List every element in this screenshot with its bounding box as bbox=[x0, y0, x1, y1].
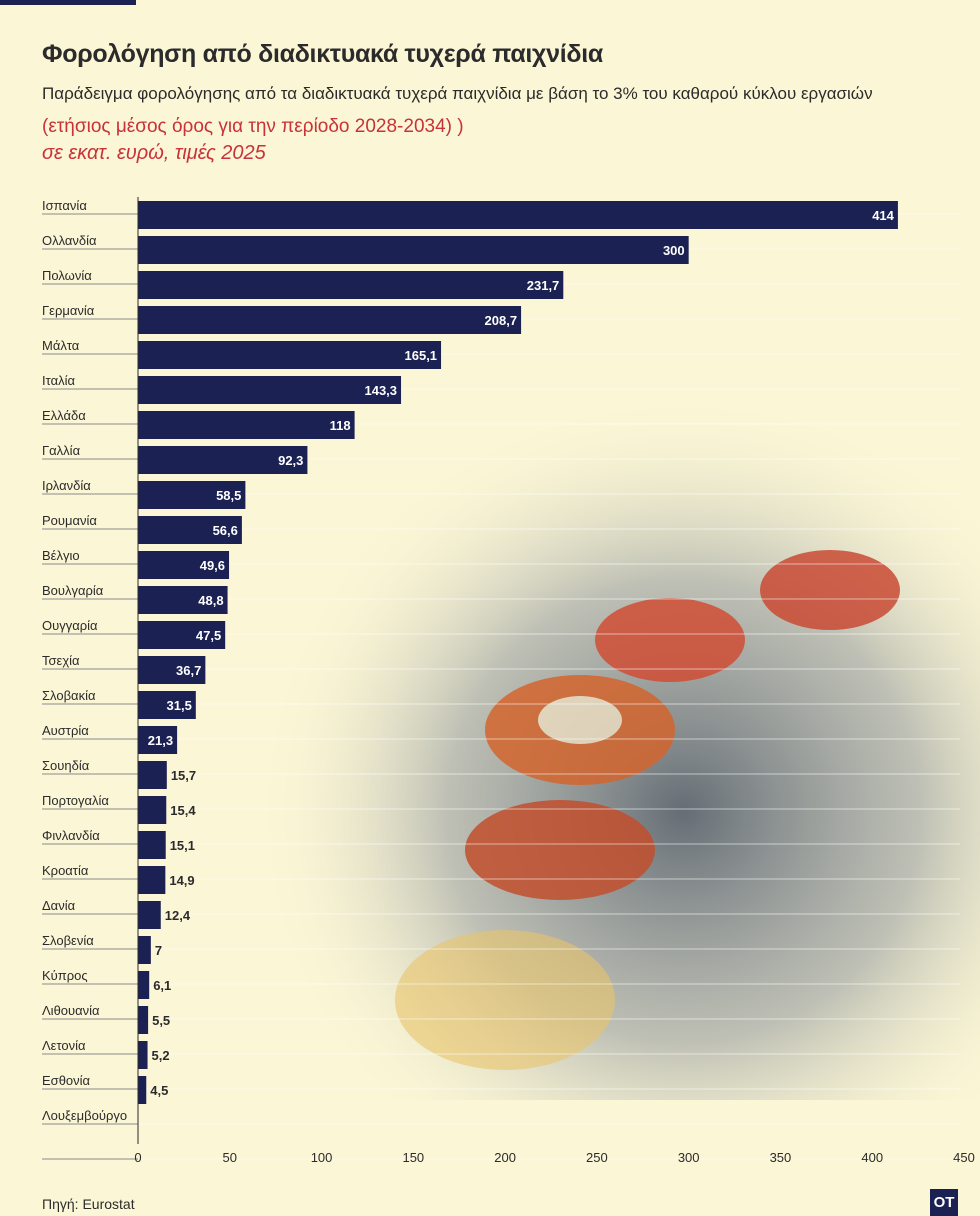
value-label: 92,3 bbox=[278, 453, 303, 468]
value-label: 14,9 bbox=[169, 873, 194, 888]
source-note: Πηγή: Eurostat bbox=[42, 1196, 135, 1212]
value-label: 49,6 bbox=[200, 558, 225, 573]
category-label: Βέλγιο bbox=[42, 548, 80, 563]
chart-subtitle: Παράδειγμα φορολόγησης από τα διαδικτυακ… bbox=[42, 84, 873, 103]
category-label: Γαλλία bbox=[42, 443, 81, 458]
x-tick-label: 300 bbox=[678, 1150, 700, 1165]
x-tick-label: 450 bbox=[953, 1150, 975, 1165]
x-tick-label: 400 bbox=[861, 1150, 883, 1165]
x-tick-label: 50 bbox=[223, 1150, 237, 1165]
value-label: 6,1 bbox=[153, 978, 171, 993]
category-label: Λετονία bbox=[42, 1038, 86, 1053]
bar bbox=[138, 376, 402, 404]
bar bbox=[138, 306, 522, 334]
bar bbox=[138, 656, 206, 684]
value-label: 21,3 bbox=[148, 733, 173, 748]
category-label: Αυστρία bbox=[42, 723, 89, 738]
bar bbox=[138, 901, 161, 929]
value-label: 31,5 bbox=[167, 698, 192, 713]
category-label: Ελλάδα bbox=[42, 408, 86, 423]
category-label: Δανία bbox=[42, 898, 76, 913]
value-label: 231,7 bbox=[527, 278, 560, 293]
category-label: Τσεχία bbox=[42, 653, 80, 668]
value-label: 36,7 bbox=[176, 663, 201, 678]
value-label: 414 bbox=[872, 208, 894, 223]
x-tick-label: 0 bbox=[134, 1150, 141, 1165]
category-label: Λιθουανία bbox=[42, 1003, 100, 1018]
value-label: 4,5 bbox=[150, 1083, 168, 1098]
value-label: 15,4 bbox=[170, 803, 196, 818]
value-label: 165,1 bbox=[405, 348, 438, 363]
bar bbox=[138, 971, 150, 999]
chart-period-note: (ετήσιος μέσος όρος για την περίοδο 2028… bbox=[42, 116, 464, 137]
value-label: 58,5 bbox=[216, 488, 241, 503]
x-tick-label: 100 bbox=[311, 1150, 333, 1165]
x-tick-label: 350 bbox=[770, 1150, 792, 1165]
bar bbox=[138, 796, 167, 824]
bar bbox=[138, 516, 242, 544]
bar bbox=[138, 1006, 149, 1034]
value-label: 15,7 bbox=[171, 768, 196, 783]
category-label: Πολωνία bbox=[42, 268, 92, 283]
value-label: 208,7 bbox=[485, 313, 518, 328]
value-label: 300 bbox=[663, 243, 685, 258]
category-label: Ρουμανία bbox=[42, 513, 97, 528]
category-label: Σλοβενία bbox=[42, 933, 94, 948]
bar bbox=[138, 446, 308, 474]
category-label: Σλοβακία bbox=[42, 688, 96, 703]
bar bbox=[138, 236, 689, 264]
bar bbox=[138, 621, 226, 649]
value-label: 118 bbox=[330, 418, 351, 433]
chart-units-note: σε εκατ. ευρώ, τιμές 2025 bbox=[42, 142, 266, 164]
value-label: 47,5 bbox=[196, 628, 221, 643]
value-label: 15,1 bbox=[170, 838, 195, 853]
bar bbox=[138, 831, 166, 859]
category-label: Γερμανία bbox=[42, 303, 95, 318]
category-label: Μάλτα bbox=[42, 338, 80, 353]
bar bbox=[138, 481, 246, 509]
bar bbox=[138, 341, 442, 369]
chart-title: Φορολόγηση από διαδικτυακά τυχερά παιχνί… bbox=[42, 40, 603, 68]
top-accent-bar bbox=[0, 0, 136, 5]
category-label: Πορτογαλία bbox=[42, 793, 109, 808]
bar bbox=[138, 201, 898, 229]
bar bbox=[138, 936, 151, 964]
value-label: 5,5 bbox=[152, 1013, 170, 1028]
x-tick-label: 250 bbox=[586, 1150, 608, 1165]
bar bbox=[138, 726, 178, 754]
bar bbox=[138, 411, 355, 439]
value-label: 143,3 bbox=[364, 383, 397, 398]
category-label: Ιταλία bbox=[42, 373, 75, 388]
x-tick-label: 200 bbox=[494, 1150, 516, 1165]
bar bbox=[138, 1041, 148, 1069]
value-label: 7 bbox=[155, 943, 162, 958]
category-label: Ουγγαρία bbox=[42, 618, 98, 633]
bar bbox=[138, 271, 564, 299]
category-label: Λουξεμβούργο bbox=[42, 1108, 127, 1123]
category-label: Κροατία bbox=[42, 863, 89, 878]
category-label: Ιρλανδία bbox=[42, 478, 91, 493]
category-label: Βουλγαρία bbox=[42, 583, 104, 598]
bar bbox=[138, 691, 196, 719]
category-label: Κύπρος bbox=[42, 968, 88, 983]
value-label: 5,2 bbox=[152, 1048, 170, 1063]
bar bbox=[138, 551, 230, 579]
category-label: Εσθονία bbox=[42, 1073, 91, 1088]
value-label: 12,4 bbox=[165, 908, 191, 923]
bar bbox=[138, 761, 167, 789]
value-label: 48,8 bbox=[198, 593, 223, 608]
bar bbox=[138, 586, 228, 614]
category-label: Φινλανδία bbox=[42, 828, 100, 843]
category-label: Ολλανδία bbox=[42, 233, 97, 248]
ot-logo: ΟΤ bbox=[930, 1189, 958, 1216]
bar bbox=[138, 866, 166, 894]
bar bbox=[138, 1076, 147, 1104]
x-tick-label: 150 bbox=[402, 1150, 424, 1165]
category-label: Ισπανία bbox=[42, 198, 87, 213]
value-label: 56,6 bbox=[213, 523, 238, 538]
category-label: Σουηδία bbox=[42, 758, 90, 773]
